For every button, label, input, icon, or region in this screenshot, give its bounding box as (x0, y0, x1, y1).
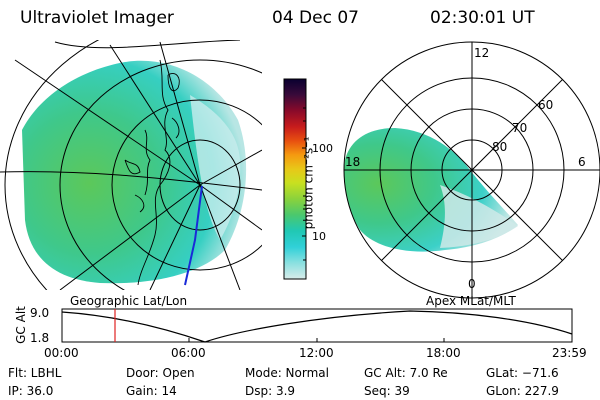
altitude-plot (61, 308, 573, 343)
status-gc-alt: GC Alt: 7.0 Re (364, 366, 448, 380)
polar-map (343, 41, 600, 299)
status-glat: GLat: −71.6 (486, 366, 559, 380)
status-glon: GLon: 227.9 (486, 384, 559, 398)
ring-label-60: 60 (538, 98, 554, 112)
gc-alt-bottom: 1.8 (30, 331, 50, 345)
colorbar-unit-label: photon cm⁻²s⁻¹ (301, 136, 316, 230)
ring-label-70: 70 (512, 121, 528, 135)
colorbar-tick-100: 100 (312, 142, 333, 155)
mlt-label-12: 12 (474, 46, 490, 60)
status-dsp: Dsp: 3.9 (245, 384, 296, 398)
time-tick-0000: 00:00 (44, 346, 79, 360)
status-gain: Gain: 14 (126, 384, 177, 398)
mlt-label-18: 18 (345, 155, 361, 169)
status-flt: Flt: LBHL (8, 366, 62, 380)
colorbar (283, 78, 307, 280)
gc-alt-axis-label: GC Alt (13, 306, 28, 344)
ring-label-80: 80 (492, 140, 508, 154)
mlt-label-6: 6 (578, 155, 586, 169)
mlt-label-0: 0 (468, 277, 476, 291)
time-tick-0600: 06:00 (171, 346, 206, 360)
time-label: 02:30:01 UT (430, 8, 535, 28)
gc-alt-top: 9.0 (30, 306, 50, 320)
colorbar-tick-10: 10 (312, 230, 326, 243)
status-seq: Seq: 39 (364, 384, 410, 398)
apex-caption: Apex MLat/MLT (426, 294, 516, 308)
status-ip: IP: 36.0 (8, 384, 54, 398)
date-label: 04 Dec 07 (272, 8, 359, 28)
geographic-map (0, 40, 262, 290)
time-tick-1800: 18:00 (426, 346, 461, 360)
time-tick-2359: 23:59 (552, 346, 587, 360)
status-door: Door: Open (126, 366, 195, 380)
time-tick-1200: 12:00 (299, 346, 334, 360)
geographic-caption: Geographic Lat/Lon (70, 294, 188, 308)
instrument-title: Ultraviolet Imager (20, 8, 174, 28)
status-mode: Mode: Normal (245, 366, 329, 380)
